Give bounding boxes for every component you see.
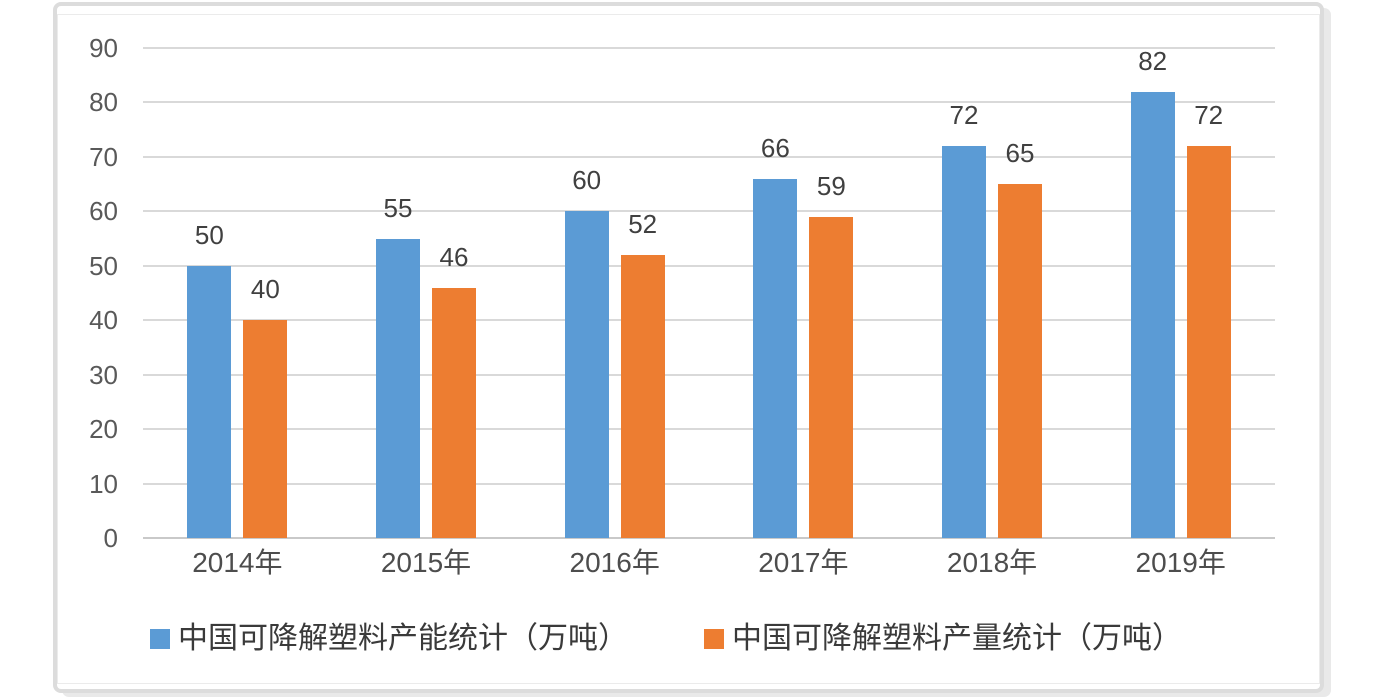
- bar-output: [432, 288, 476, 538]
- y-axis: 0 10 20 30 40 50 60 70 80 90: [57, 33, 118, 553]
- y-axis-tick-label: 0: [103, 523, 118, 553]
- y-axis-tick-label: 70: [89, 142, 118, 172]
- legend-swatch-icon: [704, 629, 724, 649]
- bar-value-label: 40: [250, 274, 280, 304]
- bar-output: [809, 217, 854, 538]
- y-axis-tick-label: 50: [89, 251, 118, 281]
- bar-output: [1186, 146, 1231, 538]
- x-axis-label: 2014年: [192, 547, 283, 578]
- bar-capacity: [376, 239, 420, 538]
- bar-value-label: 59: [816, 171, 846, 201]
- x-axis-label: 2017年: [758, 547, 849, 578]
- gridline: [143, 210, 1275, 212]
- bar-value-label: 52: [628, 209, 658, 239]
- legend-swatch-icon: [150, 629, 170, 649]
- y-axis-tick-label: 10: [89, 469, 118, 499]
- bar-column: 52: [620, 209, 665, 538]
- chart-frame: 0 10 20 30 40 50 60 70 80 90 50 40 55 46 60 52 66 59 72 65…: [53, 2, 1324, 693]
- y-axis-tick-label: 20: [89, 414, 118, 444]
- bar-value-label: 66: [760, 133, 790, 163]
- legend-label: 中国可降解塑料产能统计（万吨）: [178, 622, 628, 655]
- legend-item-output: 中国可降解塑料产量统计（万吨）: [704, 620, 1182, 658]
- bar-group: 55 46: [332, 48, 521, 538]
- bar-output: [998, 184, 1043, 538]
- bar-capacity: [187, 266, 232, 538]
- x-axis-label: 2016年: [569, 547, 660, 578]
- bar-column: 60: [564, 165, 609, 538]
- bar-column: 66: [753, 133, 798, 538]
- bar-column: 55: [376, 193, 420, 538]
- bar-group: 72 65: [898, 48, 1087, 538]
- bar-capacity: [1130, 92, 1175, 538]
- bar-column: 65: [998, 138, 1043, 538]
- gridline: [143, 428, 1275, 430]
- gridline: [143, 156, 1275, 158]
- legend-label: 中国可降解塑料产量统计（万吨）: [732, 622, 1182, 655]
- x-axis-label: 2015年: [380, 547, 472, 578]
- bar-output: [243, 320, 288, 538]
- y-axis-tick-label: 40: [89, 305, 118, 335]
- bar-column: 82: [1130, 46, 1175, 538]
- gridline: [143, 483, 1275, 485]
- gridline: [143, 374, 1275, 376]
- y-axis-tick-label: 80: [89, 87, 118, 117]
- bar-output: [620, 255, 665, 538]
- bar-column: 50: [187, 220, 232, 538]
- gridline: [143, 265, 1275, 267]
- bar-capacity: [753, 179, 798, 538]
- y-axis-tick-label: 60: [89, 196, 118, 226]
- bar-value-label: 60: [572, 165, 602, 195]
- x-axis: 2014年 2015年 2016年 2017年 2018年 2019年: [143, 546, 1275, 580]
- bars-layer: 50 40 55 46 60 52 66 59 72 65 82 72: [143, 46, 1275, 538]
- gridline: [143, 537, 1275, 539]
- legend-item-capacity: 中国可降解塑料产能统计（万吨）: [150, 620, 628, 658]
- bar-value-label: 46: [439, 242, 469, 272]
- bar-group: 82 72: [1086, 46, 1275, 538]
- gridline: [143, 47, 1275, 49]
- x-axis-label: 2019年: [1135, 547, 1226, 578]
- y-axis-tick-label: 90: [89, 33, 118, 63]
- bar-column: 59: [809, 171, 854, 538]
- y-axis-tick-label: 30: [89, 360, 118, 390]
- gridline: [143, 319, 1275, 321]
- plot-area: 50 40 55 46 60 52 66 59 72 65 82 72: [143, 46, 1275, 539]
- gridline: [143, 101, 1275, 103]
- bar-value-label: 55: [383, 193, 413, 223]
- bar-group: 66 59: [709, 48, 898, 538]
- bar-value-label: 65: [1005, 138, 1035, 168]
- bar-column: 46: [432, 242, 476, 538]
- bar-capacity: [564, 211, 609, 538]
- bar-value-label: 50: [194, 220, 224, 250]
- bar-column: 72: [1186, 100, 1231, 538]
- bar-value-label: 72: [1194, 100, 1224, 130]
- bar-column: 72: [942, 100, 987, 538]
- bar-group: 50 40: [143, 48, 332, 538]
- bar-value-label: 82: [1138, 46, 1168, 76]
- bar-value-label: 72: [949, 100, 979, 130]
- bar-capacity: [942, 146, 987, 538]
- bar-column: 40: [243, 274, 288, 538]
- legend: 中国可降解塑料产能统计（万吨） 中国可降解塑料产量统计（万吨）: [150, 620, 1182, 658]
- bar-group: 60 52: [520, 48, 709, 538]
- x-axis-label: 2018年: [946, 547, 1038, 578]
